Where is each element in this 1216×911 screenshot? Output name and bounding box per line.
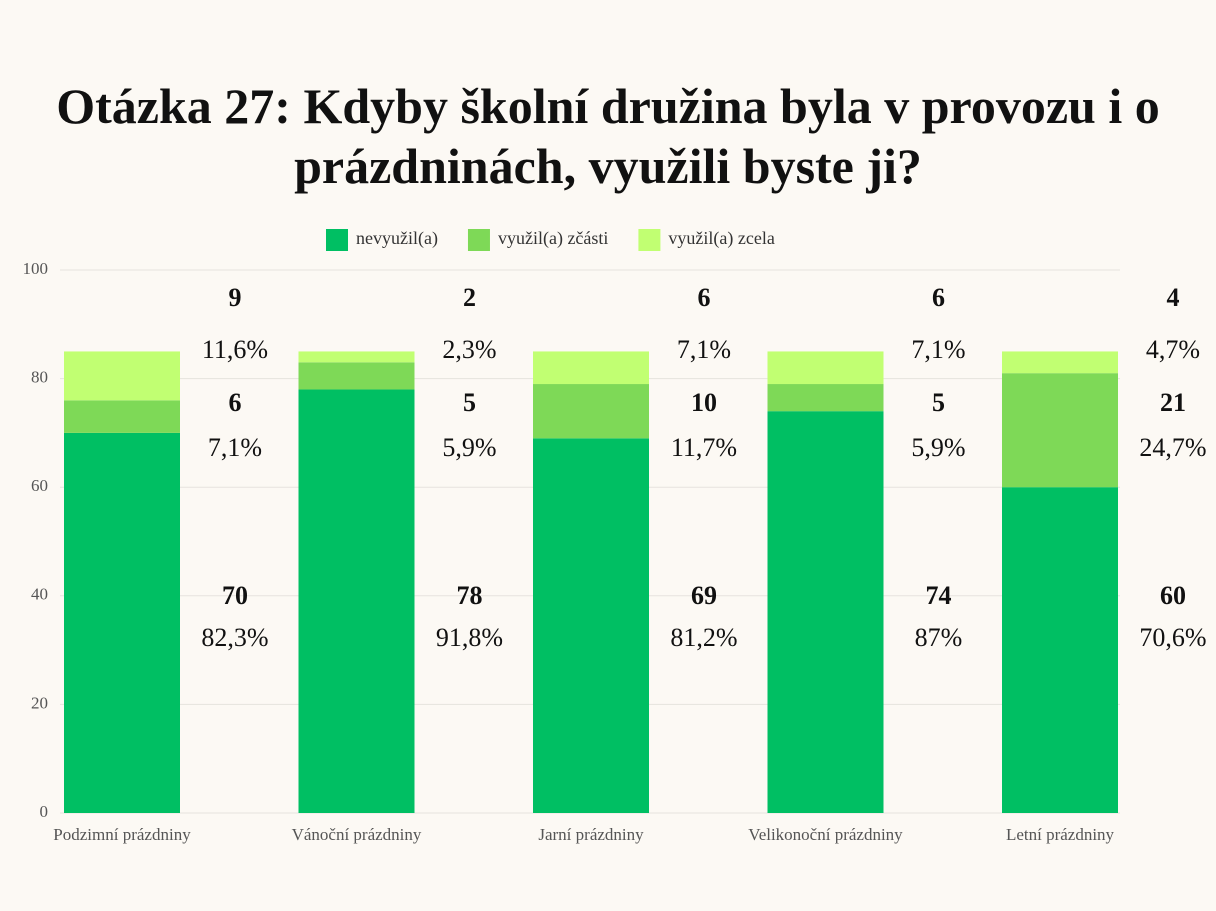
y-tick-label: 0 [40, 802, 49, 821]
percent-label: 5,9% [911, 433, 965, 462]
value-label: 5 [463, 388, 476, 417]
x-tick-label: Vánoční prázdniny [292, 825, 422, 844]
bar-segment [298, 362, 415, 390]
bar-segment [1002, 351, 1118, 374]
x-tick-label: Velikonoční prázdniny [748, 825, 903, 844]
value-label: 69 [691, 581, 717, 610]
bar-segment [767, 411, 884, 813]
percent-label: 81,2% [670, 623, 737, 652]
percent-label: 7,1% [208, 433, 262, 462]
x-tick-label: Jarní prázdniny [538, 825, 644, 844]
legend-swatch [467, 229, 490, 251]
percent-label: 11,6% [202, 335, 268, 364]
legend-label: nevyužil(a) [356, 228, 438, 249]
y-tick-label: 20 [31, 693, 48, 712]
value-label: 21 [1160, 388, 1186, 417]
y-tick-label: 100 [23, 259, 49, 278]
x-tick-label: Podzimní prázdniny [53, 825, 191, 844]
value-label: 5 [932, 388, 945, 417]
percent-label: 7,1% [677, 335, 731, 364]
bar-segment [298, 351, 415, 363]
value-label: 6 [698, 283, 711, 312]
value-label: 2 [463, 283, 476, 312]
percent-label: 7,1% [911, 335, 965, 364]
percent-label: 11,7% [671, 433, 737, 462]
value-label: 9 [229, 283, 242, 312]
y-tick-label: 80 [31, 368, 48, 387]
value-label: 70 [222, 581, 248, 610]
bar-segment [533, 351, 649, 385]
value-label: 6 [932, 283, 945, 312]
bar-segment [1002, 373, 1118, 488]
bar-segment [298, 389, 415, 813]
percent-label: 24,7% [1139, 433, 1206, 462]
y-tick-label: 40 [31, 585, 48, 604]
value-label: 78 [457, 581, 483, 610]
percent-label: 82,3% [201, 623, 268, 652]
bar-segment [767, 384, 884, 412]
percent-label: 91,8% [436, 623, 503, 652]
value-label: 4 [1167, 283, 1180, 312]
value-label: 60 [1160, 581, 1186, 610]
percent-label: 4,7% [1146, 335, 1200, 364]
value-label: 10 [691, 388, 717, 417]
percent-label: 70,6% [1139, 623, 1206, 652]
legend-swatch [638, 229, 661, 251]
legend-label: využil(a) zčásti [498, 228, 608, 249]
y-tick-label: 60 [31, 476, 48, 495]
legend-label: využil(a) zcela [668, 228, 774, 249]
legend-swatch [326, 229, 348, 251]
bar-segment [533, 438, 649, 813]
value-label: 74 [926, 581, 952, 610]
bar-segment [64, 351, 180, 401]
bar-segment [1002, 487, 1118, 813]
percent-label: 2,3% [442, 335, 496, 364]
chart-title: Otázka 27: Kdyby školní družina byla v p… [56, 78, 1159, 194]
bar-segment [64, 400, 180, 433]
percent-label: 5,9% [442, 433, 496, 462]
bar-segment [64, 432, 180, 813]
x-tick-label: Letní prázdniny [1006, 825, 1115, 844]
bar-segment [533, 384, 649, 439]
value-label: 6 [229, 388, 242, 417]
bar-segment [767, 351, 884, 385]
percent-label: 87% [915, 623, 963, 652]
